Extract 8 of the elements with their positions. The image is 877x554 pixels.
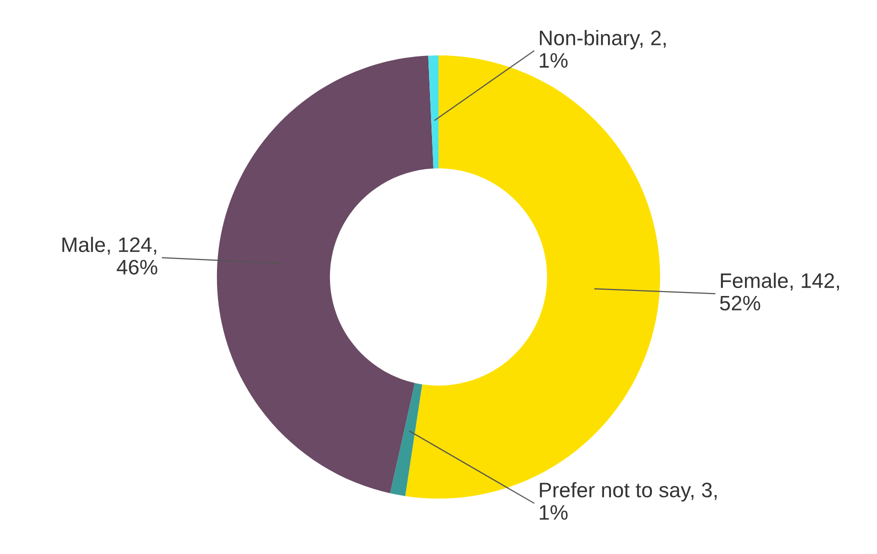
donut-slice <box>428 55 438 169</box>
slice-label: Female, 142, 52% <box>720 272 839 310</box>
donut-slice <box>390 382 422 496</box>
slice-label: Prefer not to say, 3, 1% <box>540 482 717 520</box>
donut-slice <box>405 55 660 499</box>
slice-label: Non-binary, 2, 1% <box>540 30 666 68</box>
donut-slice <box>216 56 434 494</box>
slice-label: Male, 124, 46% <box>62 236 158 275</box>
